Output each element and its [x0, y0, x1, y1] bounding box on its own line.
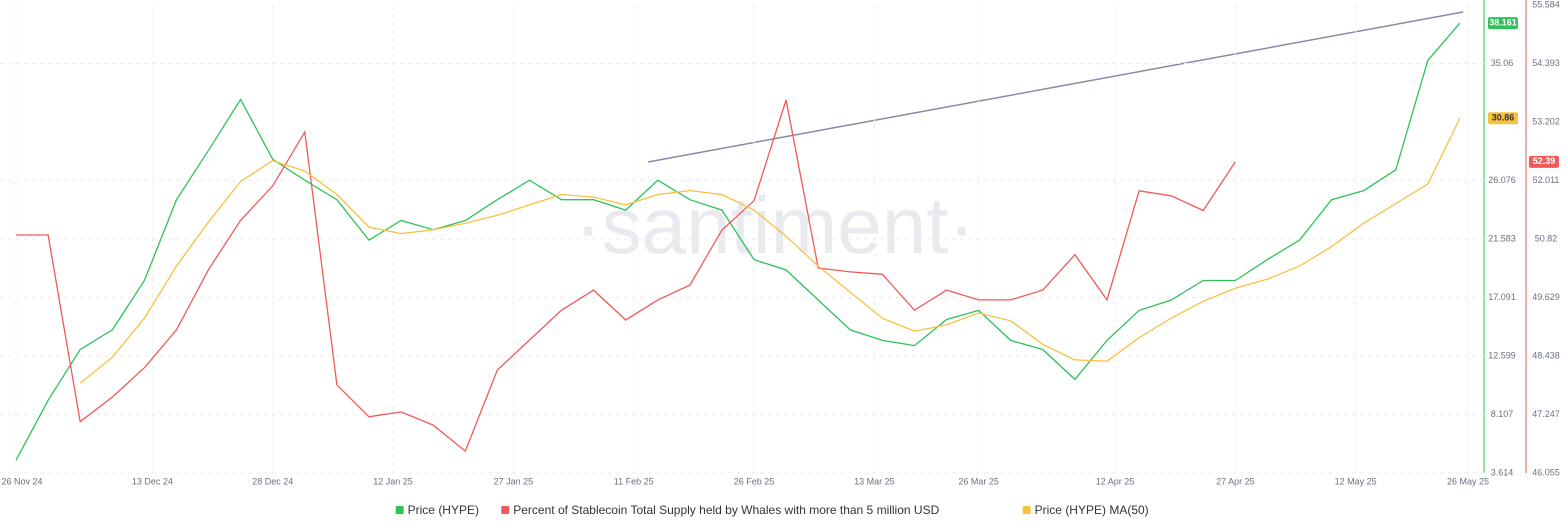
x-tick-label: 11 Feb 25 — [614, 476, 654, 486]
value-badge-label: 38.161 — [1489, 17, 1517, 27]
y-tick-label: 21.583 — [1488, 233, 1516, 243]
y-tick-label: 12.599 — [1488, 350, 1516, 360]
x-tick-label: 12 Apr 25 — [1096, 476, 1135, 486]
series-line — [15, 22, 1461, 461]
y2-tick-label: 54.393 — [1532, 58, 1560, 68]
y2-tick-label: 55.584 — [1532, 0, 1560, 9]
legend-swatch — [501, 506, 510, 514]
legend-label: Percent of Stablecoin Total Supply held … — [513, 503, 939, 517]
y2-tick-label: 53.202 — [1532, 116, 1560, 126]
y2-tick-label: 52.011 — [1533, 175, 1560, 185]
value-badge — [1529, 155, 1559, 168]
watermark: ·santiment· — [575, 181, 975, 270]
series-line — [79, 117, 1461, 384]
x-tick-label: 27 Apr 25 — [1216, 476, 1255, 486]
y-tick-label: 17.091 — [1488, 292, 1516, 302]
legend-label: Price (HYPE) — [408, 503, 479, 517]
series-line — [16, 99, 1236, 453]
x-tick-label: 26 Nov 24 — [1, 476, 42, 486]
y2-tick-label: 46.055 — [1532, 467, 1560, 477]
y2-tick-label: 49.629 — [1532, 292, 1560, 302]
y-tick-label: 3.614 — [1491, 467, 1514, 477]
y2-tick-label: 47.247 — [1532, 409, 1560, 419]
x-tick-label: 26 Mar 25 — [958, 476, 999, 486]
legend: Price (HYPE) Percent of Stablecoin Total … — [395, 503, 1149, 517]
y-tick-label: 35.06 — [1491, 58, 1514, 68]
y2-tick-label: 50.82 — [1535, 233, 1558, 243]
y-tick-label: 26.076 — [1488, 175, 1516, 185]
x-tick-label: 28 Dec 24 — [252, 476, 293, 486]
x-tick-label: 13 Mar 25 — [854, 476, 895, 486]
legend-swatch — [1022, 506, 1031, 514]
value-badge-label: 52.39 — [1533, 156, 1556, 166]
value-badge-label: 30.86 — [1492, 113, 1515, 123]
x-tick-label: 13 Dec 24 — [132, 476, 173, 486]
x-tick-label: 26 May 25 — [1447, 476, 1489, 486]
x-tick-label: 26 Feb 25 — [734, 476, 775, 486]
trend-line — [647, 11, 1464, 163]
legend-label: Price (HYPE) MA(50) — [1035, 503, 1149, 517]
x-tick-label: 27 Jan 25 — [494, 476, 534, 486]
value-badge — [1488, 112, 1518, 125]
y2-tick-label: 48.438 — [1532, 350, 1560, 360]
x-tick-label: 12 Jan 25 — [373, 476, 413, 486]
y-tick-label: 8.107 — [1491, 409, 1514, 419]
legend-swatch — [395, 506, 404, 514]
x-tick-label: 12 May 25 — [1335, 476, 1377, 486]
value-badge — [1488, 17, 1518, 30]
